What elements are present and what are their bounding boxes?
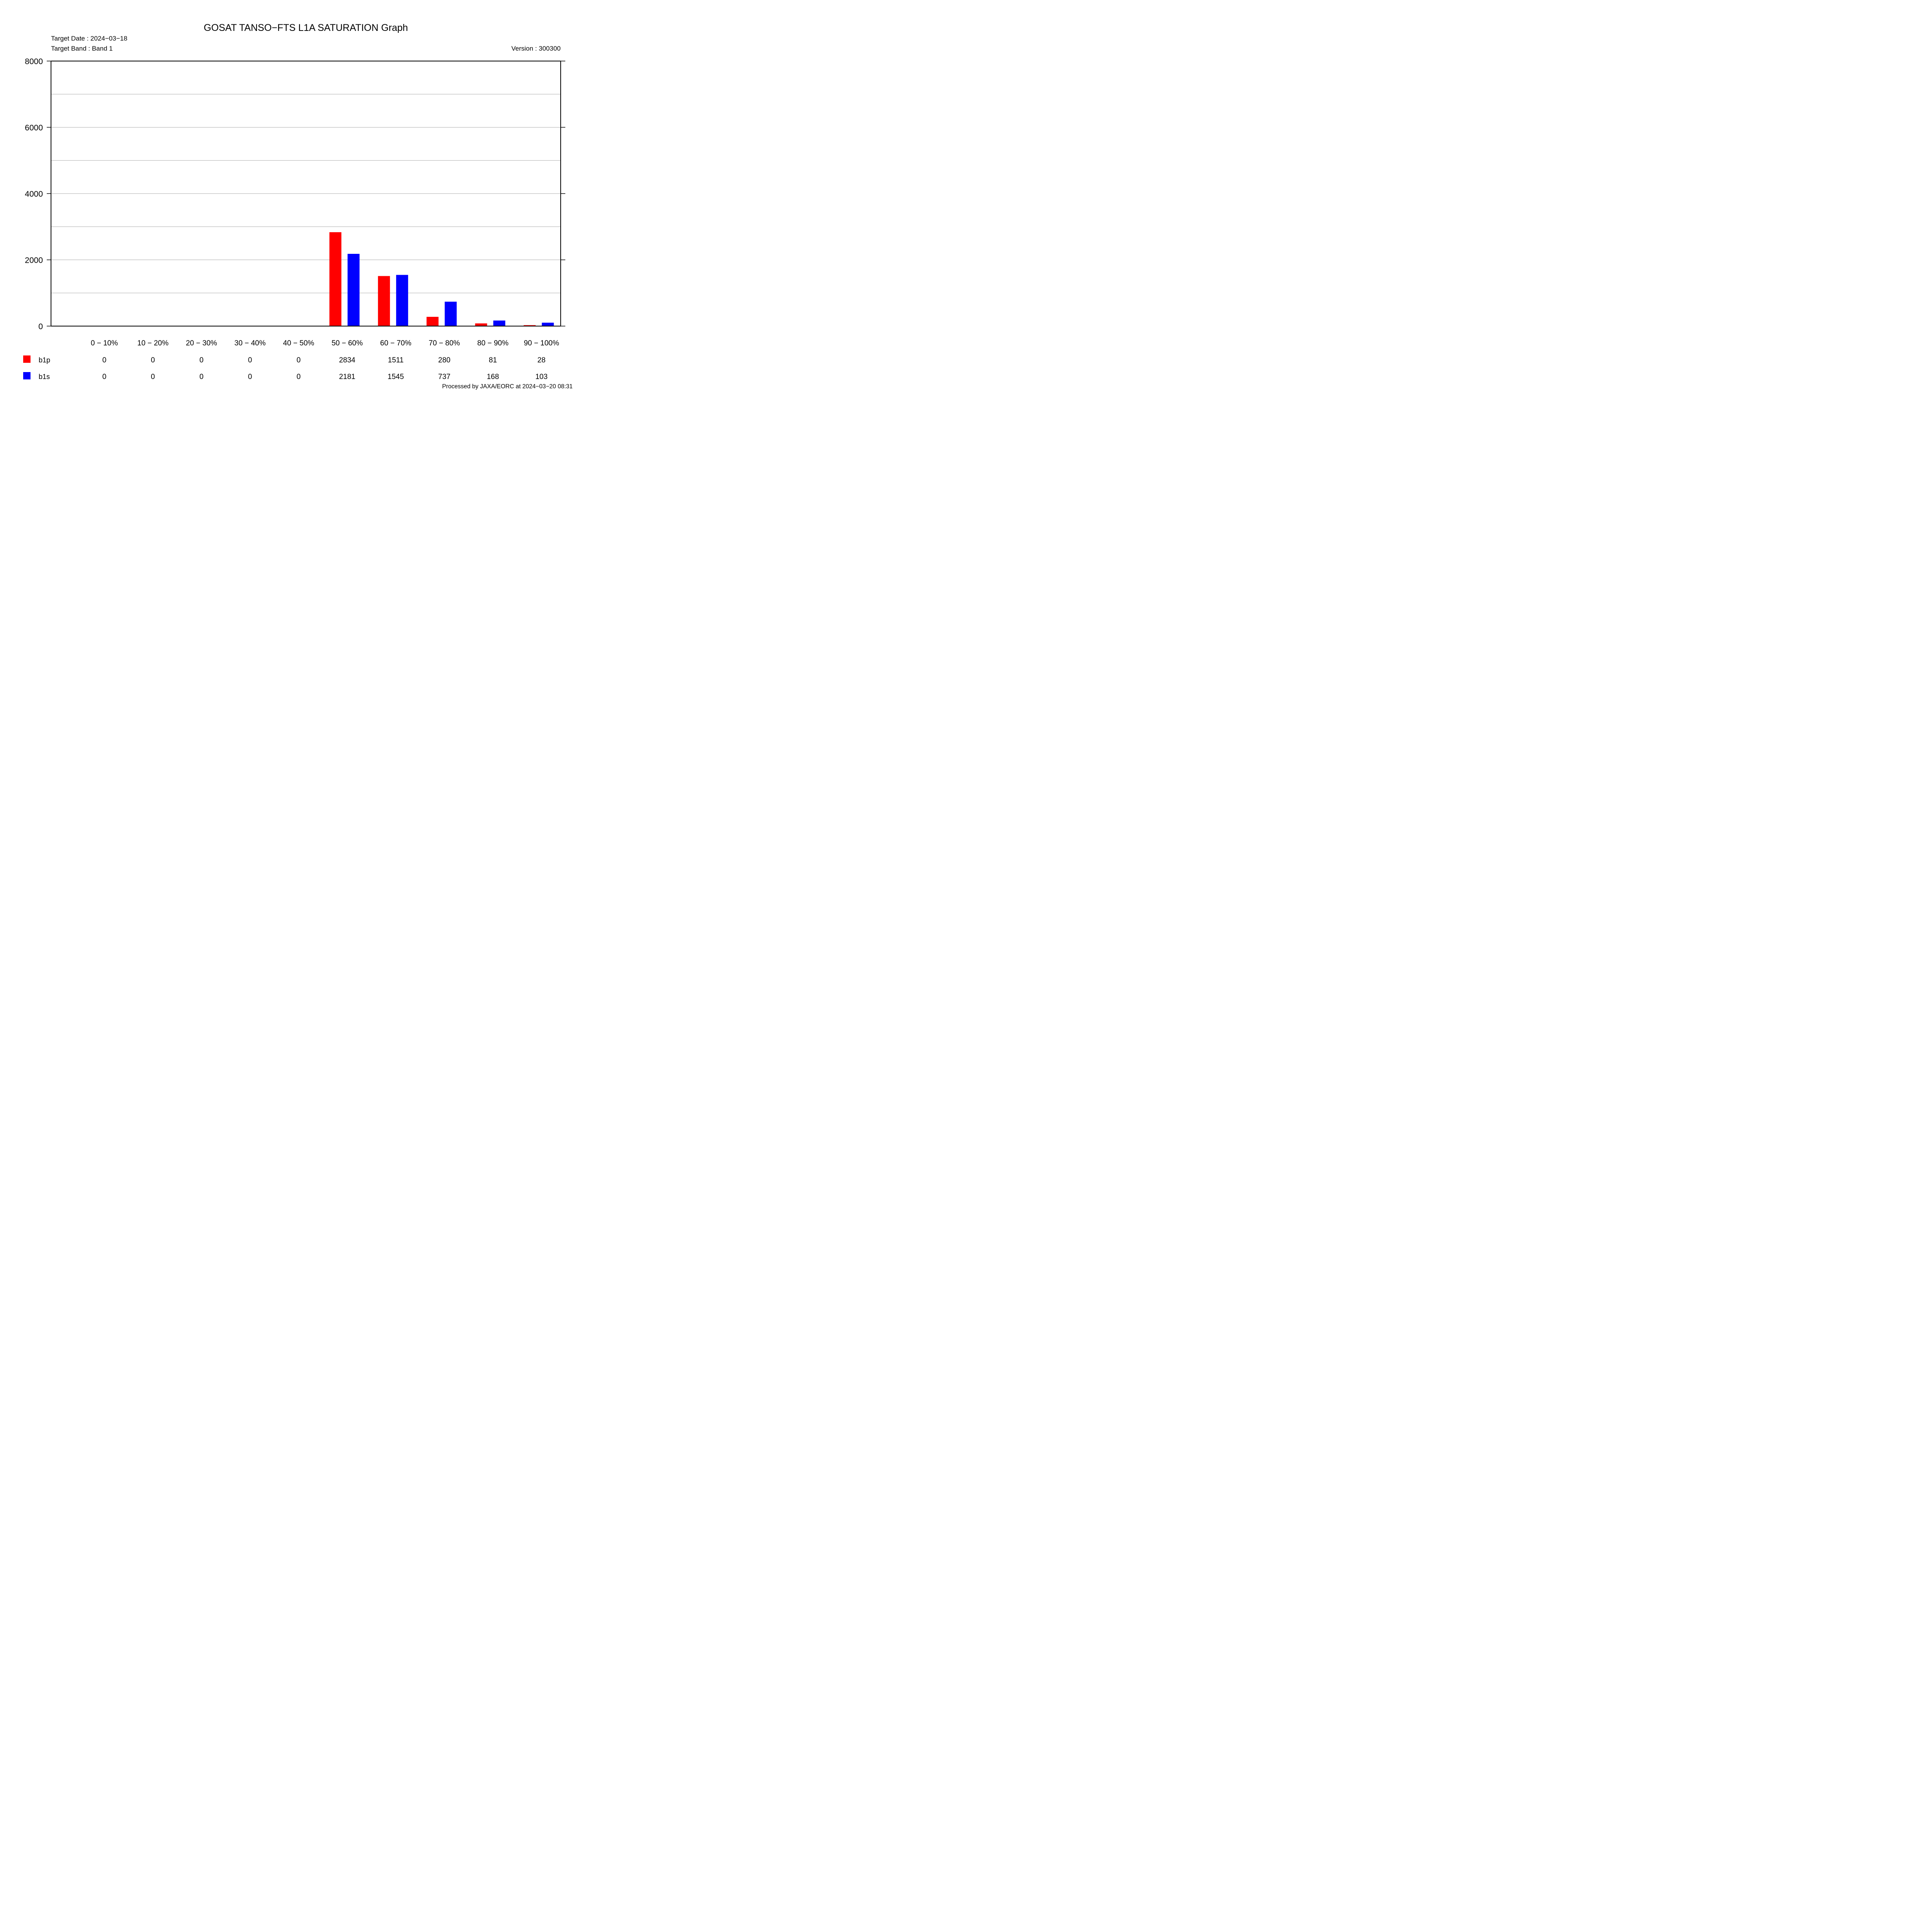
bar-b1s-8 xyxy=(493,320,505,326)
data-label-b1s-8: 168 xyxy=(487,373,499,381)
data-label-b1p-0: 0 xyxy=(102,356,107,364)
y-tick-label: 6000 xyxy=(25,124,43,133)
legend-name-b1p: b1p xyxy=(39,356,50,364)
bar-b1s-5 xyxy=(347,253,360,326)
y-tick-label: 0 xyxy=(38,322,43,331)
bar-b1s-9 xyxy=(542,323,554,326)
bar-b1p-5 xyxy=(329,232,342,326)
data-label-b1p-4: 0 xyxy=(297,356,301,364)
data-label-b1s-6: 1545 xyxy=(388,373,404,381)
saturation-bar-chart: 0 2000 4000 6000 8000 0 − 10% 10 − 20% 20 − 30%… xyxy=(23,57,565,381)
data-label-b1s-5: 2181 xyxy=(339,373,355,381)
y-tick-label: 8000 xyxy=(25,57,43,66)
category-label: 90 − 100% xyxy=(524,339,559,347)
data-label-b1p-1: 0 xyxy=(151,356,155,364)
processed-by-footer: Processed by JAXA/EORC at 2024−03−20 08:… xyxy=(442,383,573,390)
data-label-b1p-2: 0 xyxy=(199,356,204,364)
target-band-label: Target Band : Band 1 xyxy=(51,45,113,52)
category-label: 60 − 70% xyxy=(380,339,412,347)
data-label-b1s-7: 737 xyxy=(438,373,451,381)
target-date-label: Target Date : 2024−03−18 xyxy=(51,35,128,42)
data-label-b1s-2: 0 xyxy=(199,373,204,381)
data-label-b1p-5: 2834 xyxy=(339,356,355,364)
data-label-b1p-8: 81 xyxy=(489,356,497,364)
category-label: 0 − 10% xyxy=(91,339,118,347)
legend-swatch-b1p xyxy=(23,355,31,363)
y-tick-label: 4000 xyxy=(25,190,43,199)
data-label-b1p-3: 0 xyxy=(248,356,252,364)
category-label: 80 − 90% xyxy=(477,339,509,347)
category-label: 20 − 30% xyxy=(186,339,217,347)
category-label: 70 − 80% xyxy=(429,339,460,347)
bar-b1p-6 xyxy=(378,276,390,326)
chart-title: GOSAT TANSO−FTS L1A SATURATION Graph xyxy=(204,22,408,33)
data-label-b1s-9: 103 xyxy=(535,373,548,381)
data-label-b1s-0: 0 xyxy=(102,373,107,381)
category-label: 50 − 60% xyxy=(332,339,363,347)
bar-b1p-8 xyxy=(475,323,487,326)
bar-b1s-6 xyxy=(396,275,408,326)
version-label: Version : 300300 xyxy=(511,45,561,52)
data-label-b1p-9: 28 xyxy=(537,356,546,364)
category-label: 40 − 50% xyxy=(283,339,314,347)
legend-name-b1s: b1s xyxy=(39,373,50,381)
data-label-b1p-7: 280 xyxy=(438,356,451,364)
category-label: 10 − 20% xyxy=(137,339,168,347)
legend-swatch-b1s xyxy=(23,372,31,379)
bar-b1p-9 xyxy=(524,325,536,326)
data-label-b1s-1: 0 xyxy=(151,373,155,381)
bar-b1s-7 xyxy=(444,301,457,326)
category-label: 30 − 40% xyxy=(235,339,266,347)
data-label-b1p-6: 1511 xyxy=(388,356,404,364)
bar-b1p-7 xyxy=(426,316,439,326)
data-label-b1s-3: 0 xyxy=(248,373,252,381)
data-label-b1s-4: 0 xyxy=(297,373,301,381)
y-tick-label: 2000 xyxy=(25,256,43,265)
